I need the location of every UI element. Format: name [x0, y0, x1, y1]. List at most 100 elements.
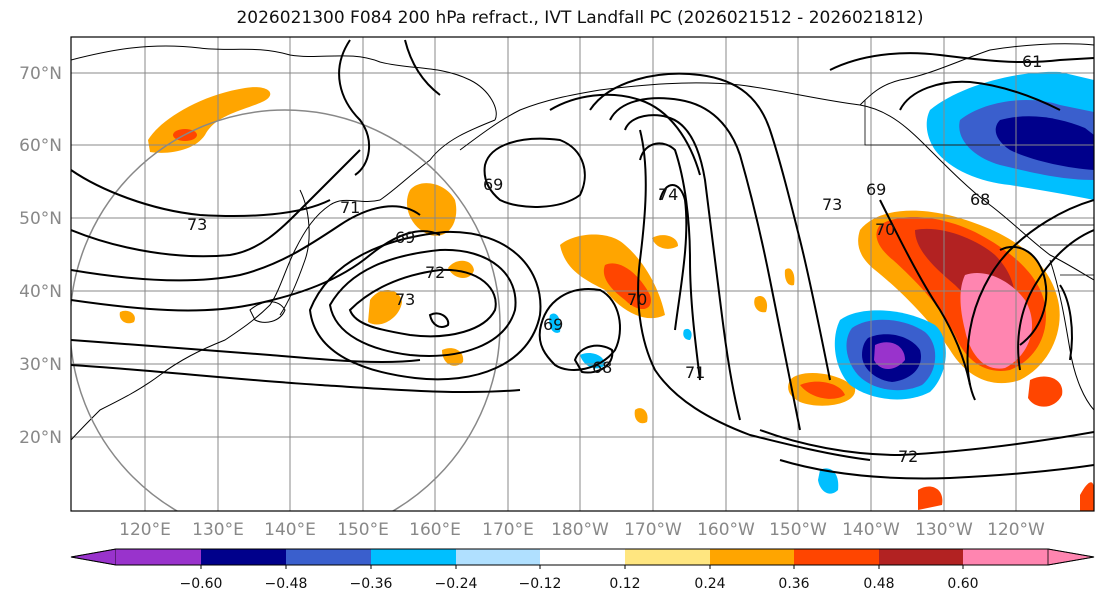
anomaly-area: [1028, 376, 1063, 407]
positive-anomaly-areas: [119, 87, 1094, 511]
contour-line: [899, 80, 1061, 111]
colorbar-tick-label: 0.48: [863, 576, 894, 592]
anomaly-area: [918, 486, 943, 510]
contour-label: 70: [627, 290, 647, 309]
contour-label: 69: [543, 315, 563, 334]
contour-line: [71, 230, 441, 312]
colorbar-segment: [963, 549, 1048, 565]
contour-line: [639, 142, 701, 381]
contour-line: [338, 39, 371, 176]
contour-line: [779, 459, 1094, 480]
contour-line: [538, 288, 621, 371]
longitude-label: 150°W: [769, 520, 827, 540]
latitude-label: 50°N: [19, 209, 62, 229]
contour-label: 68: [592, 358, 612, 377]
anomaly-area: [634, 408, 648, 424]
colorbar-segment: [371, 549, 456, 565]
longitude-label: 130°E: [192, 520, 244, 540]
contour-line: [348, 268, 497, 338]
longitude-label: 160°E: [409, 520, 461, 540]
longitude-label: 170°W: [624, 520, 682, 540]
contour-line: [308, 230, 542, 381]
latitude-label: 40°N: [19, 282, 62, 302]
contour-label: 69: [395, 228, 415, 247]
contour-line: [573, 344, 614, 374]
contour-labels: 69 71 73 72 69 70 73 69 68 71 72 70 73 6…: [187, 52, 1042, 466]
longitude-label: 120°E: [119, 520, 171, 540]
contour-label: 61: [1022, 52, 1042, 71]
anomaly-area: [818, 468, 839, 494]
colorbar-segment: [201, 549, 286, 565]
mexico-coast: [1049, 259, 1094, 411]
latitude-label: 70°N: [19, 64, 62, 84]
anomaly-area: [683, 328, 692, 340]
refractivity-contours: [71, 39, 1094, 480]
colorbar-tick-label: −0.12: [519, 576, 562, 592]
colorbar-tick-label: −0.24: [435, 576, 478, 592]
anomaly-area: [754, 295, 768, 313]
contour-line: [71, 149, 361, 258]
contour-label: 72: [425, 263, 445, 282]
contour-label: 73: [395, 290, 415, 309]
latitude-label: 20°N: [19, 428, 62, 448]
negative-anomaly-areas: [549, 71, 1094, 494]
contour-line: [829, 52, 1094, 71]
contour-label: 69: [866, 180, 886, 199]
colorbar-arrow-right: [1047, 548, 1095, 566]
colorbar-segment: [456, 549, 540, 565]
contour-label: 69: [483, 175, 503, 194]
contour-line: [759, 429, 1094, 457]
asia-east-coast: [71, 119, 496, 441]
contour-label: 71: [340, 198, 360, 217]
contour-label: 73: [822, 195, 842, 214]
colorbar-segment: [286, 549, 371, 565]
longitude-label: 180°W: [551, 520, 609, 540]
asia-north-coast: [71, 45, 497, 121]
colorbar-segment: [116, 549, 201, 565]
map-frame: [70, 36, 1095, 512]
longitude-label: 160°W: [697, 520, 755, 540]
colorbar-outline: [70, 548, 1095, 566]
anomaly-area: [368, 290, 402, 325]
alaska-coast: [859, 43, 1094, 106]
contour-line: [71, 205, 421, 282]
contour-line: [428, 312, 450, 328]
colorbar-tick-label: 0.60: [947, 576, 978, 592]
map-content: 69 71 73 72 69 70 73 69 68 71 72 70 73 6…: [71, 37, 1094, 511]
contour-label: 70: [875, 220, 895, 239]
colorbar: [70, 548, 1095, 566]
contour-label: 72: [898, 447, 918, 466]
contour-line: [483, 137, 586, 208]
contour-label: 68: [970, 190, 990, 209]
longitude-label: 130°W: [915, 520, 973, 540]
contour-line: [659, 184, 688, 331]
contour-line: [71, 364, 521, 394]
americas-north-pacific-coast: [459, 82, 1094, 281]
contour-line: [966, 199, 1094, 401]
latitude-label: 60°N: [19, 136, 62, 156]
anomaly-peak: [960, 272, 1033, 369]
canada-border: [864, 100, 1000, 146]
colorbar-tick-label: 0.12: [609, 576, 640, 592]
colorbar-tick-label: −0.48: [265, 576, 308, 592]
anomaly-area: [406, 183, 457, 236]
state-borders: [1020, 224, 1094, 276]
contour-line: [589, 72, 831, 381]
contour-label: 71: [685, 363, 705, 382]
anomaly-core: [995, 116, 1094, 170]
contour-line: [71, 339, 421, 364]
anomaly-area: [652, 235, 678, 249]
contour-line: [549, 93, 701, 176]
colorbar-segment: [794, 549, 879, 565]
colorbar-tick-label: −0.36: [350, 576, 393, 592]
colorbar-tick-labels: −0.60 −0.48 −0.36 −0.24 −0.12 0.12 0.24 0.36 0.4…: [180, 565, 979, 592]
anomaly-peak: [874, 342, 905, 369]
anomaly-area: [784, 268, 795, 286]
colorbar-tick-label: 0.24: [694, 576, 725, 592]
contour-label: 73: [187, 215, 207, 234]
longitude-labels: 120°E 130°E 140°E 150°E 160°E 170°E 180°W 170°W…: [119, 520, 1045, 540]
map-title: 2026021300 F084 200 hPa refract., IVT La…: [236, 8, 924, 28]
latitude-label: 30°N: [19, 355, 62, 375]
contour-line: [637, 129, 871, 461]
anomaly-area: [1080, 482, 1094, 511]
